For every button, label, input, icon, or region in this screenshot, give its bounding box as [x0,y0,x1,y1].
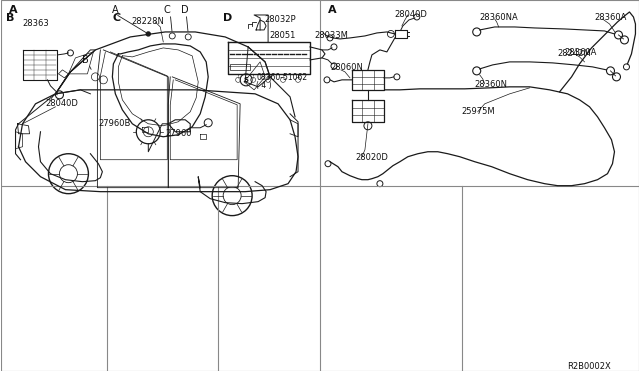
Text: 28360N: 28360N [475,80,508,89]
Text: 08360-51062: 08360-51062 [256,73,307,82]
Text: 28040D: 28040D [45,99,78,108]
Text: A: A [8,5,17,15]
Text: 28032P: 28032P [264,16,296,25]
Text: ( 4 ): ( 4 ) [256,81,272,90]
Text: 27960B: 27960B [98,119,131,128]
Text: 27960: 27960 [165,129,191,138]
Text: 28051: 28051 [269,32,296,41]
Text: A: A [112,5,118,15]
Text: R2B0002X: R2B0002X [568,362,611,371]
Bar [230,64,250,70]
Text: B: B [82,55,89,65]
Text: D: D [223,13,232,23]
Text: 28360A: 28360A [564,48,597,57]
Text: 28360A: 28360A [595,13,627,22]
Text: 28040D: 28040D [395,10,428,19]
Text: S: S [244,77,248,83]
Text: 28242M: 28242M [557,49,591,58]
Text: 28060N: 28060N [330,63,363,73]
Text: 28228N: 28228N [132,17,164,26]
Text: 28363: 28363 [22,19,49,29]
Text: 28033M: 28033M [314,32,348,41]
Text: D: D [181,5,189,15]
Circle shape [147,32,150,36]
Text: B: B [6,13,14,23]
Text: C: C [164,5,171,15]
Text: 25975M: 25975M [461,107,495,116]
Text: 28360NA: 28360NA [480,13,518,22]
Text: C: C [113,13,120,23]
Text: 28020D: 28020D [355,153,388,162]
Text: A: A [328,5,337,15]
